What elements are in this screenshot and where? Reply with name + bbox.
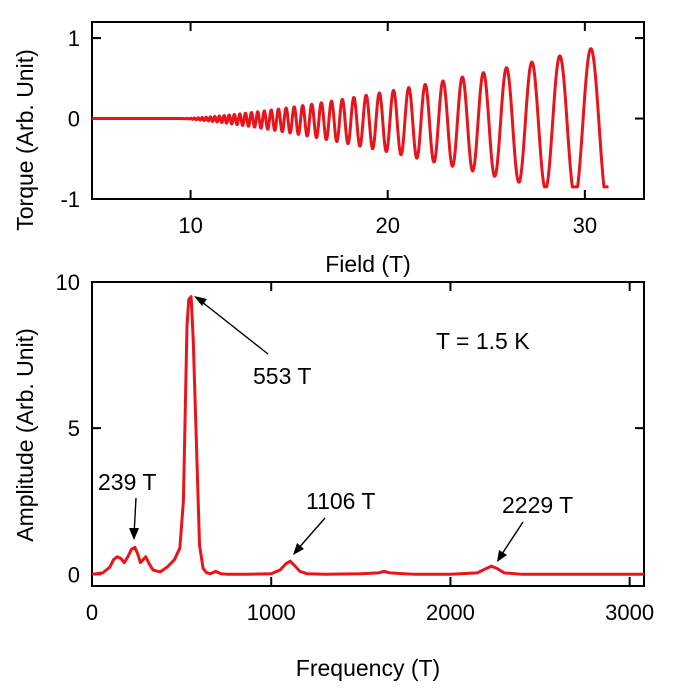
- arrowhead-2229: [497, 550, 507, 562]
- amplitude-y-axis-label: Amplitude (Arb. Unit): [12, 328, 38, 541]
- peak-label-1106: 1106 T: [306, 488, 375, 514]
- torque-x-tick-label: 30: [573, 213, 597, 238]
- amplitude-x-tick-label: 0: [86, 600, 98, 625]
- torque-x-axis-label: Field (T): [325, 251, 411, 277]
- peak-label-553: 553 T: [253, 363, 311, 389]
- arrowhead-553: [194, 296, 207, 306]
- torque-axis-ticks: 10 20 30 -1 0 1: [60, 22, 644, 238]
- torque-y-tick-label: 1: [68, 26, 80, 51]
- torque-series-line: [90, 47, 610, 189]
- peak-label-2229: 2229 T: [502, 492, 573, 518]
- temperature-annotation: T = 1.5 K: [436, 328, 530, 354]
- amplitude-plot-frame: [91, 281, 645, 587]
- torque-x-tick-label: 20: [375, 213, 399, 238]
- amplitude-x-tick-label: 3000: [605, 600, 654, 625]
- amplitude-y-tick-label: 5: [68, 416, 80, 441]
- torque-y-tick-label: -1: [60, 187, 80, 212]
- arrow-2229: [499, 521, 524, 558]
- amplitude-series-line: [91, 295, 644, 576]
- amplitude-y-tick-label: 10: [56, 270, 80, 295]
- arrowhead-1106: [293, 543, 304, 555]
- arrowhead-239: [129, 528, 139, 540]
- amplitude-annotations: T = 1.5 K 553 T 239 T 1106 T 2229 T: [98, 296, 573, 562]
- amplitude-axis-ticks: 0 1000 2000 3000 0 5 10: [56, 270, 655, 625]
- amplitude-x-tick-label: 2000: [426, 600, 475, 625]
- amplitude-x-axis-label: Frequency (T): [296, 655, 440, 681]
- torque-x-tick-label: 10: [178, 213, 202, 238]
- torque-panel: 10 20 30 -1 0 1 Field (T) Torque (Arb. Unit): [12, 21, 645, 277]
- torque-y-tick-label: 0: [68, 107, 80, 132]
- torque-y-axis-label: Torque (Arb. Unit): [12, 49, 38, 231]
- torque-plot-frame: [91, 21, 645, 200]
- amplitude-panel: 0 1000 2000 3000 0 5 10 Frequency (T) Amplitud…: [12, 270, 654, 681]
- arrow-553: [196, 297, 269, 355]
- amplitude-x-tick-label: 1000: [247, 600, 296, 625]
- arrow-1106: [296, 517, 326, 551]
- amplitude-y-tick-label: 0: [68, 562, 80, 587]
- peak-label-239: 239 T: [98, 469, 156, 495]
